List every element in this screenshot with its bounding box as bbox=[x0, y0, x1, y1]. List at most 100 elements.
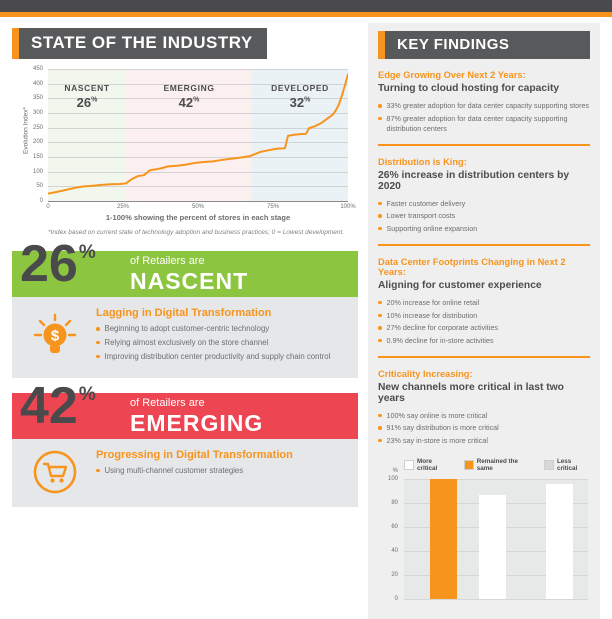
bullet-label: Beginning to adopt customer-centric tech… bbox=[104, 324, 270, 333]
grid-line bbox=[48, 142, 348, 144]
legend-swatch bbox=[543, 460, 554, 471]
finding-heading: Distribution is King: bbox=[378, 156, 467, 167]
orange-divider bbox=[378, 355, 590, 358]
index-footnote: *Index based on current state of technol… bbox=[48, 229, 345, 236]
finding-subheading: Aligning for customer experience bbox=[378, 279, 542, 291]
finding-subheading: Turning to cloud hosting for capacity bbox=[378, 83, 560, 94]
y-tick-label: 300 bbox=[32, 110, 43, 116]
finding-bullets: 100% say online is more critical 91% say… bbox=[378, 411, 590, 446]
x-tick-label: 0 bbox=[46, 204, 50, 210]
finding-section-edge: Edge Growing Over Next 2 Years: Turning … bbox=[378, 70, 590, 146]
stage-percent-value: 32 bbox=[289, 95, 305, 110]
grid-line bbox=[48, 98, 348, 100]
emerging-lead: of Retailers are bbox=[130, 396, 205, 409]
bullet-label: 27% decline for corporate activities bbox=[386, 323, 498, 333]
nascent-lead: of Retailers are bbox=[130, 255, 205, 267]
finding-bullets: Faster customer delivery Lower transport… bbox=[378, 199, 590, 234]
evolution-line bbox=[48, 69, 348, 201]
bullet-label: 0.9% decline for in-store activities bbox=[386, 335, 494, 345]
bullet-label: Improving distribution center productivi… bbox=[104, 351, 331, 361]
finding-section-criticality: Criticality Increasing: New channels mor… bbox=[378, 369, 590, 446]
bullet-dot bbox=[96, 327, 100, 331]
grid-line bbox=[48, 186, 348, 188]
bullet-label: 20% increase for online retail bbox=[386, 297, 480, 307]
emerging-banner-bg bbox=[12, 392, 358, 439]
stage-percent-value: 42 bbox=[178, 95, 194, 110]
bullet-label: 87% greater adoption for data center cap… bbox=[386, 113, 568, 133]
y-tick-label: 0 bbox=[39, 198, 43, 204]
nascent-percent-sign: % bbox=[78, 242, 96, 263]
legend-item: Remained the same bbox=[463, 458, 531, 473]
y-tick-label: 0 bbox=[394, 596, 398, 603]
y-tick-label: 150 bbox=[32, 154, 43, 160]
stage-zone bbox=[126, 69, 252, 201]
key-findings-title-box: KEY FINDINGS bbox=[378, 31, 590, 59]
stage-name: EMERGING bbox=[163, 83, 215, 93]
legend-swatch bbox=[463, 460, 474, 471]
nascent-percent-value: 26 bbox=[20, 235, 78, 293]
y-tick-label: 200 bbox=[32, 139, 43, 146]
bullet-label: Lower transport costs bbox=[386, 211, 456, 221]
criticality-chart-legend: More critical Remained the same Less criti… bbox=[404, 458, 590, 472]
bullet-dot bbox=[378, 438, 382, 443]
industry-chart-plot: NASCENT 26% EMERGING 42% DEVELOPED 32% 450 400 3… bbox=[33, 66, 348, 204]
y-tick-label: 100 bbox=[32, 168, 43, 175]
title-accent-bar bbox=[12, 28, 19, 59]
bullet-label: Using multi-channel customer strategies bbox=[104, 465, 244, 475]
list-item: 87% greater adoption for data center cap… bbox=[378, 114, 590, 134]
industry-chart-xticks: 0 25% 50% 75% 100% bbox=[46, 202, 355, 211]
y-tick-label: 400 bbox=[32, 80, 43, 87]
nascent-banner-bg bbox=[12, 251, 358, 297]
criticality-chart-plot: % 100 80 60 40 20 0 bbox=[388, 468, 588, 602]
bar bbox=[479, 494, 506, 600]
list-item: 91% say distribution is more critical bbox=[378, 423, 590, 433]
bullet-dot bbox=[378, 313, 382, 318]
bullet-label: Supporting online expansion bbox=[386, 223, 478, 233]
list-item: Lower transport costs bbox=[378, 211, 590, 221]
emerging-detail-panel: Progressing in Digital Transformation Us… bbox=[12, 438, 358, 507]
lightbulb-dollar-icon: $ bbox=[26, 307, 84, 366]
shopping-cart-icon bbox=[26, 449, 84, 495]
industry-chart-ylabel: Evolution Index* bbox=[22, 107, 30, 154]
stage-percent-sign: % bbox=[193, 96, 200, 104]
stage-percent: 32% bbox=[252, 95, 348, 110]
bullet-dot bbox=[378, 104, 382, 108]
finding-section-distribution: Distribution is King: 26% increase in di… bbox=[378, 157, 590, 246]
finding-subheading: New channels more critical in last two y… bbox=[378, 381, 564, 404]
bullet-dot bbox=[96, 340, 100, 345]
list-item: Supporting online expansion bbox=[378, 224, 590, 234]
key-findings-title: KEY FINDINGS bbox=[385, 31, 590, 59]
x-tick-label: 75% bbox=[266, 204, 280, 210]
stage-zone bbox=[48, 69, 126, 201]
criticality-chart: More critical Remained the same Less criti… bbox=[378, 458, 590, 602]
list-item: Using multi-channel customer strategies bbox=[96, 466, 293, 477]
stage-zone-label: EMERGING 42% bbox=[126, 83, 252, 110]
bullet-label: 91% say distribution is more critical bbox=[386, 423, 499, 433]
stage-percent-sign: % bbox=[304, 96, 311, 104]
emerging-name: EMERGING bbox=[130, 409, 264, 436]
y-tick-label: 50 bbox=[36, 183, 43, 190]
emerging-detail-content: Progressing in Digital Transformation Us… bbox=[96, 449, 293, 495]
grid-line bbox=[48, 127, 348, 129]
grid-line bbox=[404, 599, 588, 601]
bullet-dot bbox=[96, 468, 100, 473]
list-item: 33% greater adoption for data center cap… bbox=[378, 101, 590, 111]
stage-name: NASCENT bbox=[64, 83, 110, 93]
top-orange-stripe bbox=[0, 12, 612, 17]
y-tick-label: 80 bbox=[391, 500, 398, 507]
list-item: 20% increase for online retail bbox=[378, 298, 590, 308]
stage-name: DEVELOPED bbox=[271, 83, 329, 93]
list-item: 0.9% decline for in-store activities bbox=[378, 336, 590, 346]
finding-heading: Data Center Footprints Changing in Next … bbox=[378, 256, 566, 277]
bullet-dot bbox=[378, 201, 382, 206]
legend-label: Less critical bbox=[556, 458, 578, 473]
bullet-dot bbox=[378, 116, 382, 121]
emerging-percent-value: 42 bbox=[20, 376, 78, 435]
x-tick-label: 50% bbox=[191, 204, 205, 210]
legend-item: Less critical bbox=[543, 458, 590, 473]
list-item: Faster customer delivery bbox=[378, 199, 590, 209]
legend-label: Remained the same bbox=[476, 458, 518, 473]
bullet-dot bbox=[96, 354, 100, 359]
bullet-label: 100% say online is more critical bbox=[386, 410, 488, 420]
bullet-dot bbox=[378, 426, 382, 430]
